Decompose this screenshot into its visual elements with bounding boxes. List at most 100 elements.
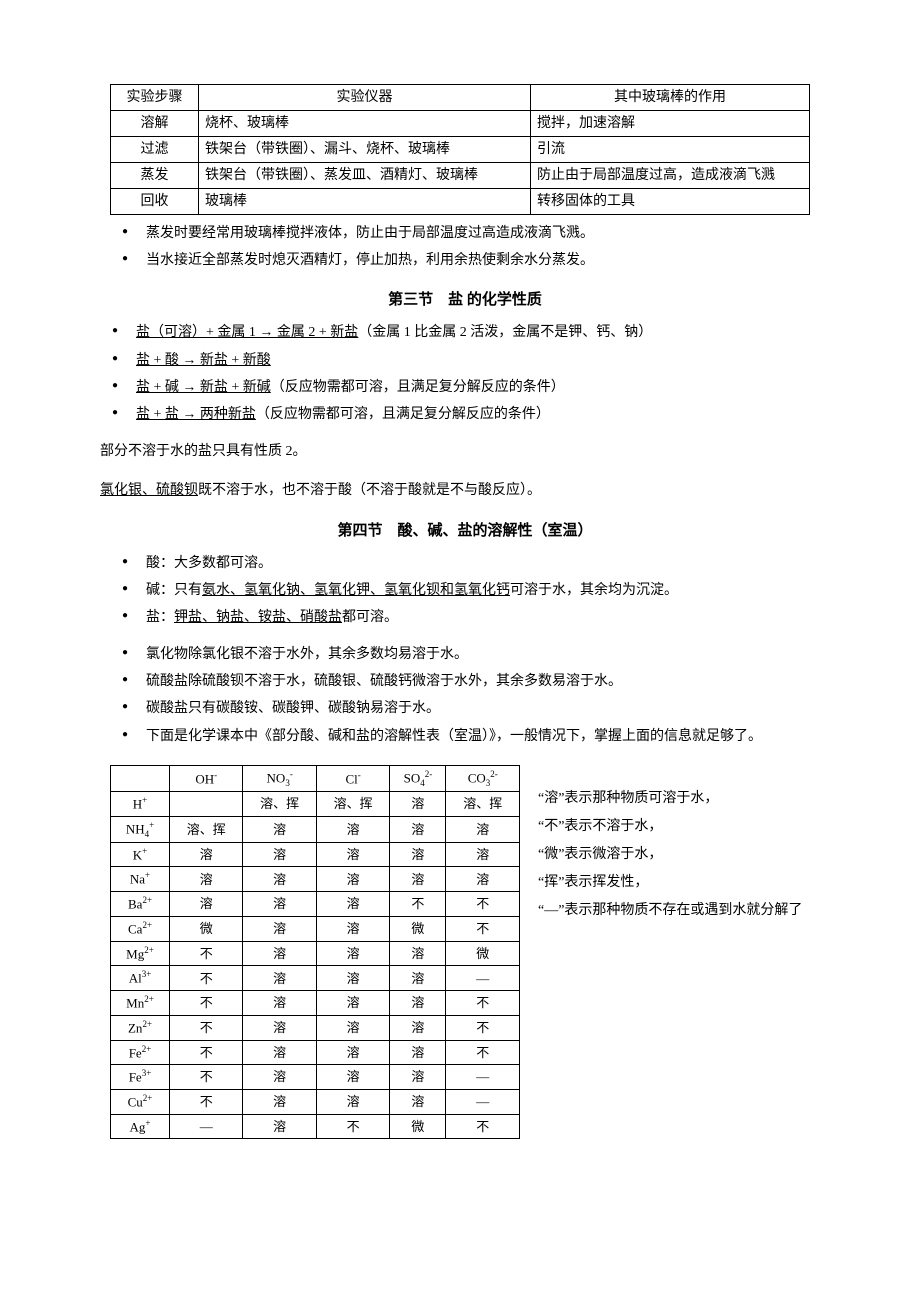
t1-h1: 实验仪器: [199, 85, 531, 111]
legend-line: “—”表示那种物质不存在或遇到水就分解了: [538, 897, 802, 925]
table-row: 过滤 铁架台（带铁圈）、漏斗、烧杯、玻璃棒 引流: [111, 137, 810, 163]
list-item: 盐 + 碱 → 新盐 + 新碱（反应物需都可溶，且满足复分解反应的条件）: [100, 375, 820, 400]
cell: 微: [170, 916, 243, 941]
cell: OH-: [170, 765, 243, 791]
rule-underline: 盐 + 碱 → 新盐 + 新碱: [136, 380, 271, 395]
cell: 溶: [316, 1065, 389, 1090]
ion-cell: Mg2+: [111, 941, 170, 966]
experiment-table: 实验步骤 实验仪器 其中玻璃棒的作用 溶解 烧杯、玻璃棒 搅拌，加速溶解 过滤 …: [110, 84, 810, 215]
list-item: 碳酸盐只有碳酸铵、碳酸钾、碳酸钠易溶于水。: [110, 696, 820, 721]
cell: 搅拌，加速溶解: [531, 111, 810, 137]
table-row: 回收 玻璃棒 转移固体的工具: [111, 189, 810, 215]
cell: 溶: [243, 916, 316, 941]
section3-title: 第三节 盐 的化学性质: [110, 287, 820, 314]
cell: 溶: [316, 842, 389, 867]
legend-line: “挥”表示挥发性，: [538, 869, 802, 897]
table-row: Fe2+不溶溶溶不: [111, 1040, 520, 1065]
cell: 溶: [316, 867, 389, 892]
cell: 溶: [243, 991, 316, 1016]
ion-cell: Ag+: [111, 1114, 170, 1139]
rule-underline: 盐（可溶）+ 金属 1 → 金属 2 + 新盐: [136, 325, 358, 340]
list-item: 盐：钾盐、钠盐、铵盐、硝酸盐都可溶。: [110, 605, 820, 630]
ion-cell: Fe2+: [111, 1040, 170, 1065]
cell: [170, 791, 243, 816]
legend-line: “不”表示不溶于水，: [538, 813, 802, 841]
legend-line: “溶”表示那种物质可溶于水，: [538, 785, 802, 813]
cell: 溶: [390, 1065, 446, 1090]
cell: 溶: [243, 1015, 316, 1040]
table-row: Na+溶溶溶溶溶: [111, 867, 520, 892]
table-row: Mn2+不溶溶溶不: [111, 991, 520, 1016]
list-item: 碱：只有氨水、氢氧化钠、氢氧化钾、氢氧化钡和氢氧化钙可溶于水，其余均为沉淀。: [110, 578, 820, 603]
cell: 不: [446, 892, 520, 917]
cell: 溶: [243, 941, 316, 966]
table-row: H+溶、挥溶、挥溶溶、挥: [111, 791, 520, 816]
table-row: K+溶溶溶溶溶: [111, 842, 520, 867]
t1-h2: 其中玻璃棒的作用: [531, 85, 810, 111]
cell: 不: [446, 1114, 520, 1139]
cell: 溶: [316, 941, 389, 966]
cell: 不: [316, 1114, 389, 1139]
cell: 不: [170, 1040, 243, 1065]
rule-underline: 盐 + 盐 → 两种新盐: [136, 407, 256, 422]
ion-cell: NH4+: [111, 816, 170, 842]
section3-list: 盐（可溶）+ 金属 1 → 金属 2 + 新盐（金属 1 比金属 2 活泼，金属…: [100, 320, 820, 427]
cell: —: [446, 1065, 520, 1090]
cell: CO32-: [446, 765, 520, 791]
cell: 溶、挥: [316, 791, 389, 816]
u: 氨水、氢氧化钠、氢氧化钾、氢氧化钡和氢氧化钙: [202, 583, 510, 598]
table-row: 蒸发 铁架台（带铁圈）、蒸发皿、酒精灯、玻璃棒 防止由于局部温度过高，造成液滴飞…: [111, 163, 810, 189]
cell: 溶: [390, 1040, 446, 1065]
cell: 微: [446, 941, 520, 966]
cell: 溶: [316, 966, 389, 991]
rule-rest: （金属 1 比金属 2 活泼，金属不是钾、钙、钠）: [358, 325, 652, 340]
cell: 溶: [316, 916, 389, 941]
cell: 溶: [243, 1040, 316, 1065]
cell: 溶: [243, 842, 316, 867]
ion-cell: H+: [111, 791, 170, 816]
cell: 烧杯、玻璃棒: [199, 111, 531, 137]
cell: 引流: [531, 137, 810, 163]
table-row: Ba2+溶溶溶不不: [111, 892, 520, 917]
section4-list-a: 酸：大多数都可溶。 碱：只有氨水、氢氧化钠、氢氧化钾、氢氧化钡和氢氧化钙可溶于水…: [110, 551, 820, 631]
list-item: 盐 + 酸 → 新盐 + 新酸: [100, 348, 820, 373]
legend: “溶”表示那种物质可溶于水， “不”表示不溶于水， “微”表示微溶于水， “挥”…: [538, 761, 802, 925]
list-item: 盐（可溶）+ 金属 1 → 金属 2 + 新盐（金属 1 比金属 2 活泼，金属…: [100, 320, 820, 345]
cell: 溶: [390, 991, 446, 1016]
ion-cell: Cu2+: [111, 1089, 170, 1114]
cell: 溶: [316, 1089, 389, 1114]
cell: 溶: [243, 966, 316, 991]
list-item: 氯化物除氯化银不溶于水外，其余多数均易溶于水。: [110, 642, 820, 667]
pre: 酸：大多数都可溶。: [146, 556, 272, 571]
cell: 不: [170, 1015, 243, 1040]
rule-rest: （反应物需都可溶，且满足复分解反应的条件）: [271, 380, 565, 395]
cell: 溶、挥: [243, 791, 316, 816]
cell: 转移固体的工具: [531, 189, 810, 215]
cell: 溶: [446, 842, 520, 867]
cell: 微: [390, 916, 446, 941]
cell: NO3-: [243, 765, 316, 791]
ion-cell: Fe3+: [111, 1065, 170, 1090]
cell: 不: [170, 966, 243, 991]
cell: 不: [446, 916, 520, 941]
cell: 蒸发: [111, 163, 199, 189]
cell: —: [446, 966, 520, 991]
cell: 过滤: [111, 137, 199, 163]
cell: 溶: [243, 816, 316, 842]
ion-cell: Ba2+: [111, 892, 170, 917]
cell: 溶: [390, 941, 446, 966]
cell: 不: [170, 991, 243, 1016]
list-item: 酸：大多数都可溶。: [110, 551, 820, 576]
table-row: Cu2+不溶溶溶—: [111, 1089, 520, 1114]
cell: 不: [170, 1089, 243, 1114]
cell: 不: [390, 892, 446, 917]
cell: 溶解: [111, 111, 199, 137]
cell: Cl-: [316, 765, 389, 791]
cell: 溶: [390, 966, 446, 991]
t1-h0: 实验步骤: [111, 85, 199, 111]
cell: 溶: [316, 892, 389, 917]
cell: 溶、挥: [446, 791, 520, 816]
cell: 溶: [446, 816, 520, 842]
cell: 溶: [446, 867, 520, 892]
ion-cell: Ca2+: [111, 916, 170, 941]
